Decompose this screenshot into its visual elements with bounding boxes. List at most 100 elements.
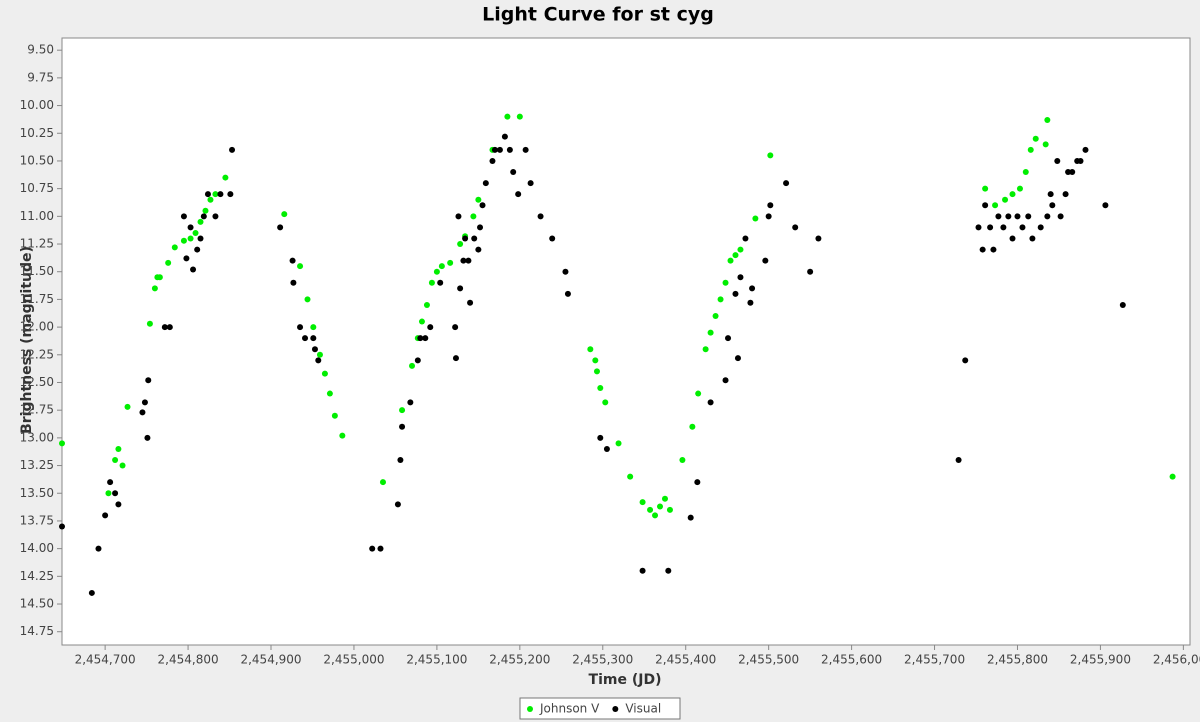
data-point [471, 235, 478, 242]
x-tick-label: 2,455,600 [821, 653, 882, 667]
data-point [1016, 185, 1023, 192]
data-point [522, 146, 529, 153]
data-point [496, 146, 503, 153]
y-tick-label: 12.00 [20, 320, 54, 334]
data-point [615, 440, 622, 447]
data-point [679, 457, 686, 464]
data-point [732, 252, 739, 259]
data-point [737, 246, 744, 253]
x-tick-label: 2,455,500 [738, 653, 799, 667]
data-point [197, 235, 204, 242]
x-tick-label: 2,456,000 [1153, 653, 1200, 667]
legend-label: Visual [625, 702, 661, 716]
data-point [707, 329, 714, 336]
data-point [304, 296, 311, 303]
data-point [727, 257, 734, 264]
data-point [479, 202, 486, 209]
data-point [1054, 157, 1061, 164]
data-point [982, 202, 989, 209]
data-point [165, 259, 172, 266]
data-point [1019, 224, 1026, 231]
data-point [180, 237, 187, 244]
data-point [187, 224, 194, 231]
data-point [717, 296, 724, 303]
data-point [504, 113, 511, 120]
plot-area [61, 37, 1191, 646]
x-axis-label: Time (JD) [589, 672, 662, 688]
data-point [409, 362, 416, 369]
data-point [331, 412, 338, 419]
data-point [369, 545, 376, 552]
data-point [59, 523, 65, 530]
data-point [427, 324, 434, 331]
data-point [197, 218, 204, 225]
data-point [379, 479, 386, 486]
data-point [742, 235, 749, 242]
legend-label: Johnson V [539, 702, 600, 716]
data-point [564, 290, 571, 297]
data-point [1047, 191, 1054, 198]
data-point [180, 213, 187, 220]
data-point [289, 257, 296, 264]
data-point [491, 146, 498, 153]
legend-box [519, 697, 681, 720]
data-point [447, 259, 454, 266]
y-tick-label: 9.75 [27, 70, 54, 84]
data-point [510, 169, 517, 176]
data-point [88, 589, 95, 596]
data-point [1065, 169, 1072, 176]
data-point [437, 279, 444, 286]
chart-title: Light Curve for st cyg [482, 4, 714, 26]
y-tick-label: 11.75 [20, 292, 54, 306]
data-point [639, 567, 646, 574]
x-tick-label: 2,454,800 [158, 653, 219, 667]
legend-marker [612, 706, 619, 712]
y-tick-label: 11.50 [20, 264, 54, 278]
data-point [765, 213, 772, 220]
data-point [171, 244, 178, 251]
data-point [1029, 235, 1036, 242]
data-point [1119, 301, 1126, 308]
data-point [394, 501, 401, 508]
data-point [422, 335, 429, 342]
y-tick-label: 14.25 [20, 569, 54, 583]
data-point [712, 313, 719, 320]
data-point [592, 357, 599, 364]
data-point [207, 196, 214, 203]
data-point [200, 213, 207, 220]
data-point [433, 268, 440, 275]
data-point [722, 377, 729, 384]
data-point [603, 445, 610, 452]
y-tick-label: 11.00 [20, 209, 54, 223]
data-point [725, 335, 732, 342]
data-point [702, 346, 709, 353]
data-point [277, 224, 284, 231]
data-point [423, 301, 430, 308]
data-point [475, 246, 482, 253]
data-point [562, 268, 569, 275]
data-point [707, 399, 714, 406]
data-point [639, 499, 646, 506]
data-point [222, 174, 229, 181]
data-point [647, 506, 654, 513]
data-point [792, 224, 799, 231]
data-point [593, 368, 600, 375]
data-point [161, 324, 168, 331]
y-tick-label: 13.75 [20, 513, 54, 527]
data-point [112, 490, 119, 497]
data-point [297, 263, 304, 270]
data-point [297, 324, 304, 331]
data-point [1062, 191, 1069, 198]
data-point [962, 357, 969, 364]
data-point [732, 290, 739, 297]
data-point [1002, 196, 1009, 203]
data-point [1057, 213, 1064, 220]
data-point [516, 113, 523, 120]
data-point [428, 279, 435, 286]
legend-marker [527, 706, 533, 712]
y-tick-label: 14.75 [20, 624, 54, 638]
data-point [1069, 169, 1076, 176]
data-point [399, 407, 406, 414]
data-point [1044, 213, 1051, 220]
data-point [1027, 146, 1034, 153]
